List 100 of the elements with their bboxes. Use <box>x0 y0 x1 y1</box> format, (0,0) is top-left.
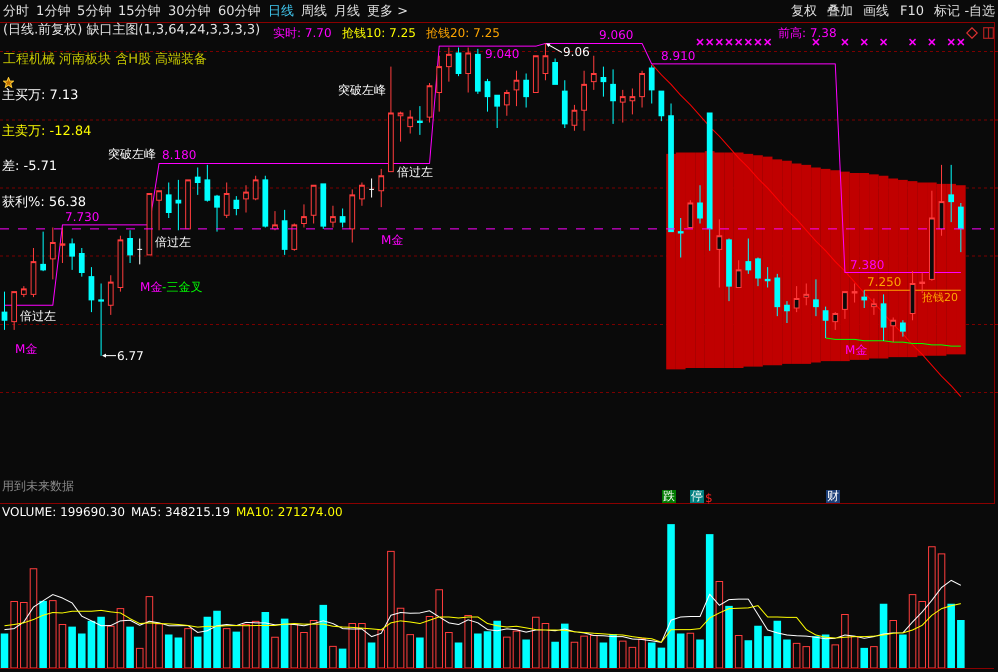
candlestick <box>794 286 800 313</box>
candlestick <box>20 286 27 298</box>
annotation: -三金叉 <box>162 280 202 294</box>
annotation: 前高: 7.38 <box>778 26 837 40</box>
annotation: 7.380 <box>850 258 884 272</box>
bar <box>676 634 684 668</box>
bar <box>58 624 66 668</box>
bar <box>638 638 646 668</box>
annotation: 停 <box>690 488 704 503</box>
candlestick <box>514 70 520 107</box>
candlestick <box>78 248 85 278</box>
bar <box>213 610 221 668</box>
candlestick <box>842 291 848 320</box>
text: 分时 <box>3 4 29 20</box>
bar <box>368 642 376 668</box>
bar <box>860 648 868 668</box>
candlestick <box>243 184 249 214</box>
candlestick <box>456 47 462 77</box>
bar <box>696 640 704 668</box>
candlestick <box>948 164 954 223</box>
candlestick <box>822 306 828 338</box>
candlestick <box>465 47 472 94</box>
bar <box>194 636 202 668</box>
candlestick <box>330 205 336 228</box>
candlestick <box>774 273 780 317</box>
candlestick <box>832 312 838 330</box>
bar <box>725 606 733 668</box>
candlestick <box>156 190 162 231</box>
candlestick <box>359 182 365 206</box>
annotation: 用到未来数据 <box>2 478 74 493</box>
candlestick <box>900 320 906 338</box>
candlestick <box>436 55 442 112</box>
candlestick <box>417 106 423 136</box>
series-label: 抢钱20 <box>922 291 958 304</box>
bar <box>136 648 144 668</box>
candlestick <box>214 194 220 232</box>
candlestick <box>919 272 926 294</box>
text: 工程机械 河南板块 含H股 高端装备 <box>3 50 208 67</box>
text: 30分钟 <box>168 4 211 20</box>
bar <box>252 620 260 668</box>
chart-title: (日线.前复权) 缺口主图(1,3,64,24,3,3,3,3) <box>3 22 260 38</box>
bar <box>570 642 578 668</box>
candlestick <box>252 175 259 201</box>
annotation: 抢钱10: 7.25 <box>342 26 416 40</box>
bar <box>609 634 617 668</box>
annotation: 主买万: 7.13 <box>2 88 78 104</box>
bar <box>532 616 540 668</box>
candlestick <box>658 90 664 122</box>
bar <box>406 634 414 668</box>
bar <box>841 614 849 668</box>
candlestick <box>194 167 201 196</box>
bar <box>164 634 172 668</box>
text: MA5: 348215.19 <box>131 504 230 519</box>
annotation: 突破左峰 <box>338 82 386 97</box>
text: 5分钟 <box>77 4 112 20</box>
annotation: 主卖万: -12.84 <box>2 124 92 140</box>
bar <box>580 636 588 668</box>
candlestick <box>407 110 414 134</box>
candlestick <box>166 182 172 218</box>
candlestick <box>890 317 896 343</box>
annotation: $ <box>705 490 713 505</box>
candlestick <box>146 192 152 256</box>
candlestick <box>581 70 587 132</box>
candlestick <box>282 209 288 256</box>
bar <box>204 616 212 668</box>
candlestick <box>668 102 674 232</box>
bar <box>850 636 858 668</box>
bar <box>435 589 443 668</box>
candlestick <box>958 202 964 253</box>
bar <box>783 640 791 668</box>
bar <box>744 640 752 668</box>
bar <box>590 634 598 668</box>
bar <box>280 618 288 668</box>
bar <box>880 604 888 668</box>
bar <box>78 634 86 668</box>
candlestick <box>60 227 66 264</box>
bar <box>493 620 501 668</box>
candlestick <box>204 164 210 202</box>
candlestick <box>813 278 819 317</box>
candlestick <box>484 78 490 112</box>
bar <box>754 626 762 668</box>
candlestick <box>706 112 713 252</box>
annotation: 9.060 <box>599 28 634 42</box>
candlestick <box>504 89 510 116</box>
bar <box>174 638 182 668</box>
candlestick <box>861 290 868 308</box>
candlestick <box>127 230 133 264</box>
bar <box>300 632 308 668</box>
candlestick <box>494 94 500 128</box>
bar <box>97 616 105 668</box>
candlestick <box>910 270 916 321</box>
bar <box>88 620 96 668</box>
bar <box>348 623 356 668</box>
candlestick <box>320 183 326 230</box>
bar <box>822 634 830 668</box>
bar <box>155 623 163 668</box>
annotation: M金 <box>381 232 404 247</box>
candlestick <box>388 66 394 172</box>
annotation: 倍过左 <box>155 234 191 249</box>
candlestick <box>426 82 432 124</box>
